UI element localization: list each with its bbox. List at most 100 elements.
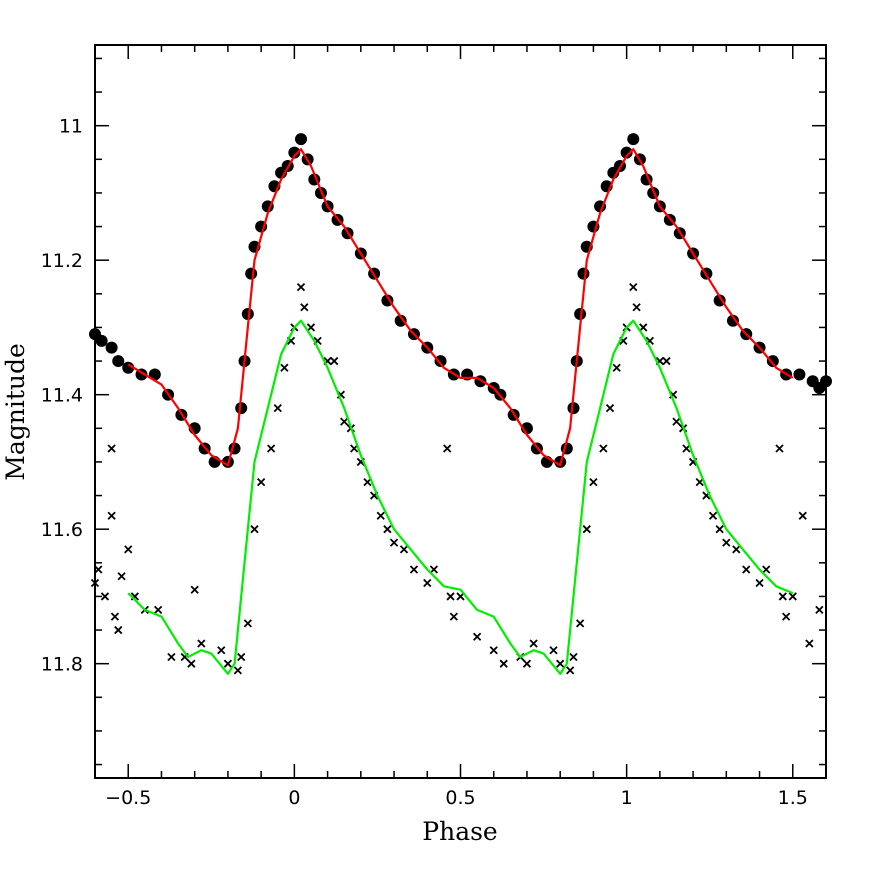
data-point-cross bbox=[589, 477, 598, 487]
data-point-cross bbox=[114, 625, 123, 635]
data-point-cross bbox=[662, 356, 671, 366]
data-point-circle bbox=[567, 402, 580, 415]
x-tick-label: 1 bbox=[621, 787, 633, 809]
data-point-cross bbox=[124, 545, 133, 554]
data-point-cross bbox=[100, 592, 110, 601]
x-tick-label: 0 bbox=[288, 787, 300, 809]
y-tick-label: 11.2 bbox=[41, 250, 83, 272]
data-point-cross bbox=[815, 605, 824, 615]
data-point-cross bbox=[197, 639, 206, 648]
data-point-circle bbox=[434, 355, 447, 368]
data-point-cross bbox=[237, 652, 246, 662]
data-point-circle bbox=[295, 133, 308, 146]
data-point-cross bbox=[489, 646, 498, 655]
data-point-cross bbox=[423, 578, 432, 588]
data-point-circle bbox=[105, 341, 118, 354]
data-point-cross bbox=[672, 417, 681, 426]
data-point-cross bbox=[632, 303, 641, 312]
y-tick-label: 11.4 bbox=[41, 385, 83, 407]
data-point-cross bbox=[798, 511, 807, 520]
data-point-circle bbox=[793, 368, 806, 381]
data-point-cross bbox=[223, 659, 233, 668]
data-point-circle bbox=[122, 361, 135, 374]
y-tick-label: 11.6 bbox=[41, 519, 83, 541]
data-point-cross bbox=[566, 666, 575, 675]
data-point-circle bbox=[766, 355, 779, 368]
data-point-cross bbox=[117, 572, 126, 581]
data-point-cross bbox=[472, 632, 482, 641]
data-point-cross bbox=[781, 612, 791, 621]
data-point-cross bbox=[708, 511, 718, 520]
data-point-cross bbox=[605, 404, 615, 413]
data-point-circle bbox=[627, 133, 640, 146]
y-tick-label: 11.8 bbox=[41, 654, 83, 676]
data-point-circle bbox=[713, 294, 726, 307]
axis-ticks: −0.5 0 0.5 1 1.5 11 11.2 11.4 11.6 11.8 bbox=[41, 45, 827, 809]
data-point-cross bbox=[217, 646, 226, 655]
data-point-cross bbox=[722, 538, 731, 547]
data-point-cross bbox=[732, 545, 741, 554]
x-axis-label: Phase bbox=[422, 817, 497, 846]
data-point-circle bbox=[241, 307, 254, 320]
x-tick-label: 0.5 bbox=[445, 787, 475, 809]
data-point-circle bbox=[574, 307, 587, 320]
data-point-cross bbox=[273, 404, 282, 413]
y-tick-label: 11 bbox=[59, 116, 83, 138]
data-point-cross bbox=[446, 592, 455, 601]
data-point-cross bbox=[429, 565, 439, 574]
data-point-cross bbox=[399, 545, 409, 554]
data-point-cross bbox=[762, 565, 771, 574]
data-point-cross bbox=[389, 538, 399, 547]
data-point-cross bbox=[629, 282, 638, 292]
data-point-cross bbox=[556, 659, 565, 668]
fit-curve-lower bbox=[127, 319, 794, 675]
data-point-cross bbox=[529, 639, 538, 648]
data-point-cross bbox=[280, 363, 289, 372]
data-point-circle bbox=[620, 146, 633, 159]
data-point-cross bbox=[639, 323, 648, 332]
data-point-cross bbox=[296, 282, 306, 292]
data-point-cross bbox=[499, 659, 508, 668]
data-point-cross bbox=[575, 619, 585, 628]
data-point-circle bbox=[95, 334, 108, 347]
x-tick-label: −0.5 bbox=[105, 787, 151, 809]
data-point-cross bbox=[612, 363, 621, 372]
data-point-cross bbox=[549, 646, 558, 655]
data-point-cross bbox=[775, 444, 784, 453]
data-point-cross bbox=[107, 444, 116, 453]
data-point-cross bbox=[582, 525, 591, 534]
data-point-cross bbox=[266, 444, 276, 453]
data-point-cross bbox=[778, 592, 787, 601]
data-point-cross bbox=[522, 659, 532, 668]
x-tick-label: 1.5 bbox=[778, 787, 808, 809]
data-point-cross bbox=[300, 303, 309, 312]
data-point-cross bbox=[755, 578, 764, 588]
data-point-cross bbox=[306, 323, 316, 332]
data-point-cross bbox=[190, 585, 199, 594]
plot-marks bbox=[89, 133, 832, 675]
data-point-cross bbox=[110, 612, 120, 621]
data-point-cross bbox=[805, 639, 814, 648]
plot-frame bbox=[94, 44, 827, 779]
data-point-cross bbox=[383, 525, 392, 534]
data-point-cross bbox=[449, 612, 458, 621]
data-point-cross bbox=[742, 565, 751, 574]
data-point-cross bbox=[788, 592, 797, 601]
data-point-cross bbox=[256, 477, 266, 487]
data-point-cross bbox=[443, 444, 452, 453]
data-point-cross bbox=[599, 444, 608, 453]
data-point-circle bbox=[726, 314, 739, 327]
data-point-circle bbox=[235, 402, 248, 415]
data-point-cross bbox=[409, 565, 419, 574]
data-point-cross bbox=[340, 417, 349, 426]
data-point-cross bbox=[153, 605, 163, 615]
data-point-cross bbox=[243, 619, 252, 628]
data-point-circle bbox=[577, 267, 590, 280]
y-axis-label: Magnitude bbox=[1, 343, 30, 481]
data-point-circle bbox=[112, 355, 125, 368]
data-point-cross bbox=[330, 356, 339, 366]
data-point-cross bbox=[376, 511, 385, 520]
data-point-cross bbox=[233, 666, 243, 675]
data-point-cross bbox=[187, 659, 196, 668]
